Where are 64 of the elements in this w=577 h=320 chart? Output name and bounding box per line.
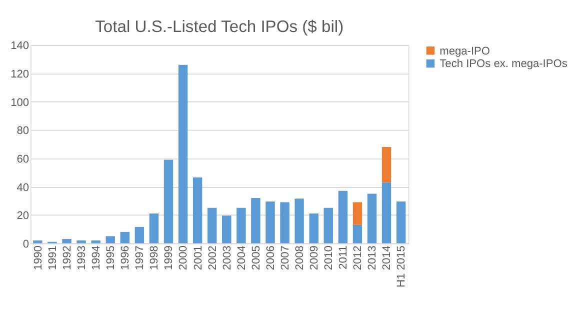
bar bbox=[222, 216, 232, 244]
x-tick-label: 2006 bbox=[264, 246, 277, 270]
y-tick-label: 100 bbox=[10, 96, 30, 109]
x-tick-label: 1996 bbox=[120, 246, 132, 270]
bar bbox=[280, 202, 290, 244]
bar bbox=[396, 201, 406, 244]
x-tick-label: 2012 bbox=[352, 246, 364, 270]
x-tick-label: 2013 bbox=[366, 246, 379, 270]
bar bbox=[164, 160, 174, 244]
x-tick-label: 1992 bbox=[61, 246, 74, 270]
bar bbox=[120, 232, 130, 244]
x-tick-label: 2003 bbox=[221, 246, 234, 270]
x-tick-label: 1990 bbox=[32, 246, 44, 270]
x-tick-label: 2005 bbox=[250, 246, 262, 270]
bar bbox=[352, 202, 362, 225]
x-tick-label: 2014 bbox=[381, 246, 394, 270]
bar bbox=[76, 240, 86, 244]
bar bbox=[207, 208, 217, 244]
bar bbox=[62, 239, 72, 244]
bar bbox=[33, 240, 42, 244]
bar bbox=[192, 177, 202, 244]
x-tick-label: H1 2015 bbox=[396, 246, 408, 288]
chart-title: Total U.S.-Listed Tech IPOs ($ bil) bbox=[95, 17, 344, 36]
x-tick-label: 1995 bbox=[105, 246, 118, 270]
x-tick-label: 2000 bbox=[178, 246, 190, 270]
x-tick-label: 1993 bbox=[76, 246, 88, 270]
x-tick-label: 1998 bbox=[148, 246, 161, 270]
bar bbox=[236, 208, 246, 244]
bar bbox=[178, 64, 188, 244]
bar bbox=[338, 190, 348, 244]
y-tick-label: 0 bbox=[22, 238, 30, 250]
bar bbox=[149, 214, 159, 244]
x-tick-label: 2009 bbox=[308, 246, 321, 270]
bar bbox=[294, 198, 304, 244]
bar bbox=[352, 224, 362, 244]
y-tick-label: 20 bbox=[16, 210, 30, 222]
y-tick-label: 80 bbox=[16, 125, 30, 138]
bar bbox=[91, 240, 100, 244]
bar bbox=[324, 208, 333, 244]
bar bbox=[134, 226, 144, 244]
y-tick-label: 40 bbox=[16, 182, 30, 194]
x-tick-label: 2010 bbox=[323, 246, 336, 270]
x-tick-label: 2008 bbox=[294, 246, 306, 270]
x-tick-label: 2001 bbox=[192, 246, 204, 270]
x-tick-label: 2004 bbox=[236, 246, 248, 270]
bar bbox=[251, 198, 260, 244]
bar bbox=[266, 201, 275, 244]
x-tick-label: 1997 bbox=[134, 246, 146, 270]
y-tick-label: 120 bbox=[10, 68, 30, 81]
bar bbox=[309, 214, 318, 244]
x-tick-label: 1994 bbox=[90, 246, 103, 270]
x-tick-label: 1999 bbox=[163, 246, 176, 270]
bar bbox=[367, 194, 377, 244]
bar bbox=[382, 146, 392, 182]
x-tick-label: 1991 bbox=[46, 246, 59, 270]
y-tick-label: 140 bbox=[10, 40, 30, 52]
x-tick-label: 2007 bbox=[279, 246, 292, 270]
x-tick-label: 2002 bbox=[206, 246, 219, 270]
x-tick-label: 2011 bbox=[338, 246, 350, 270]
y-tick-label: 60 bbox=[16, 153, 30, 166]
bar bbox=[382, 182, 392, 244]
bar bbox=[106, 236, 115, 244]
legend-label: mega-IPO bbox=[440, 45, 490, 58]
legend-label: Tech IPOs ex. mega-IPOs bbox=[440, 58, 568, 70]
